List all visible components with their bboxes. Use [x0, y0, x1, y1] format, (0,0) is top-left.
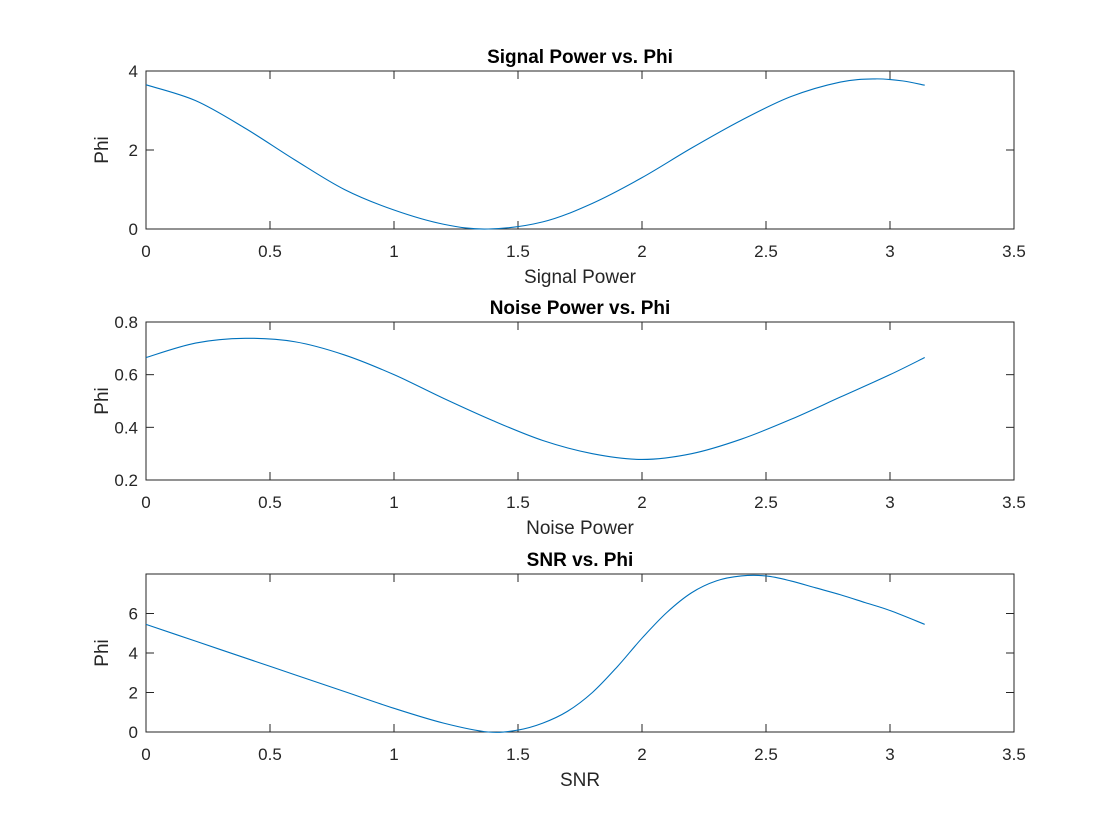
y-tick-label: 6	[129, 605, 138, 624]
x-tick-label: 1.5	[506, 493, 530, 512]
x-tick-label: 3	[885, 242, 894, 261]
x-tick-label: 2	[637, 242, 646, 261]
x-tick-label: 0	[141, 242, 150, 261]
y-tick-label: 0	[129, 723, 138, 742]
x-tick-label: 1	[389, 242, 398, 261]
y-tick-label: 4	[129, 644, 138, 663]
series-line-1	[145, 337, 925, 461]
y-tick-label: 0.4	[114, 418, 138, 437]
y-tick-label: 2	[129, 684, 138, 703]
x-tick-label: 0.5	[258, 493, 282, 512]
series-line-1	[145, 78, 925, 230]
y-tick-label: 0.6	[114, 366, 138, 385]
subplot-1: 0 0.5 1 1.5 2 2.5 3 3.5 0 2 4 Signal Power vs. Phi S…	[92, 47, 1026, 288]
axes-box	[145, 70, 1015, 230]
x-tick-label: 1.5	[506, 745, 530, 764]
y-axis-label: Phi	[92, 136, 113, 163]
x-tick-label: 0.5	[258, 745, 282, 764]
x-tick-label: 1	[389, 745, 398, 764]
chart-title: SNR vs. Phi	[527, 550, 634, 571]
x-tick-label: 3.5	[1002, 493, 1026, 512]
axes-box	[145, 573, 1015, 733]
y-tick-label: 0	[129, 220, 138, 239]
y-axis-label: Phi	[92, 387, 113, 414]
x-tick-label: 2	[637, 493, 646, 512]
x-tick-label: 3.5	[1002, 745, 1026, 764]
x-axis-label: Signal Power	[524, 267, 637, 288]
x-tick-label: 0	[141, 493, 150, 512]
x-tick-label: 0.5	[258, 242, 282, 261]
x-tick-label: 3.5	[1002, 242, 1026, 261]
y-tick-label: 2	[129, 141, 138, 160]
x-tick-label: 2.5	[754, 242, 778, 261]
y-axis-label: Phi	[92, 639, 113, 666]
subplot-2: 0 0.5 1 1.5 2 2.5 3 3.5 0.2 0.4 0.6 0.8 Noise Power …	[92, 298, 1026, 539]
x-tick-label: 2.5	[754, 493, 778, 512]
x-tick-label: 1	[389, 493, 398, 512]
x-tick-label: 3	[885, 745, 894, 764]
chart-title: Signal Power vs. Phi	[487, 47, 673, 68]
x-tick-label: 0	[141, 745, 150, 764]
x-axis-label: Noise Power	[526, 518, 634, 539]
chart-title: Noise Power vs. Phi	[490, 298, 671, 319]
x-tick-label: 2	[637, 745, 646, 764]
y-tick-label: 0.8	[114, 313, 138, 332]
x-tick-label: 1.5	[506, 242, 530, 261]
y-tick-label: 0.2	[114, 471, 138, 490]
x-tick-label: 2.5	[754, 745, 778, 764]
series-line-1	[145, 574, 925, 733]
axes-box	[145, 321, 1015, 481]
subplot-3: 0 0.5 1 1.5 2 2.5 3 3.5 0 2 4 6 SNR vs. Phi SNR Phi	[92, 550, 1026, 791]
x-tick-label: 3	[885, 493, 894, 512]
y-tick-label: 4	[129, 62, 138, 81]
x-axis-label: SNR	[560, 770, 600, 791]
